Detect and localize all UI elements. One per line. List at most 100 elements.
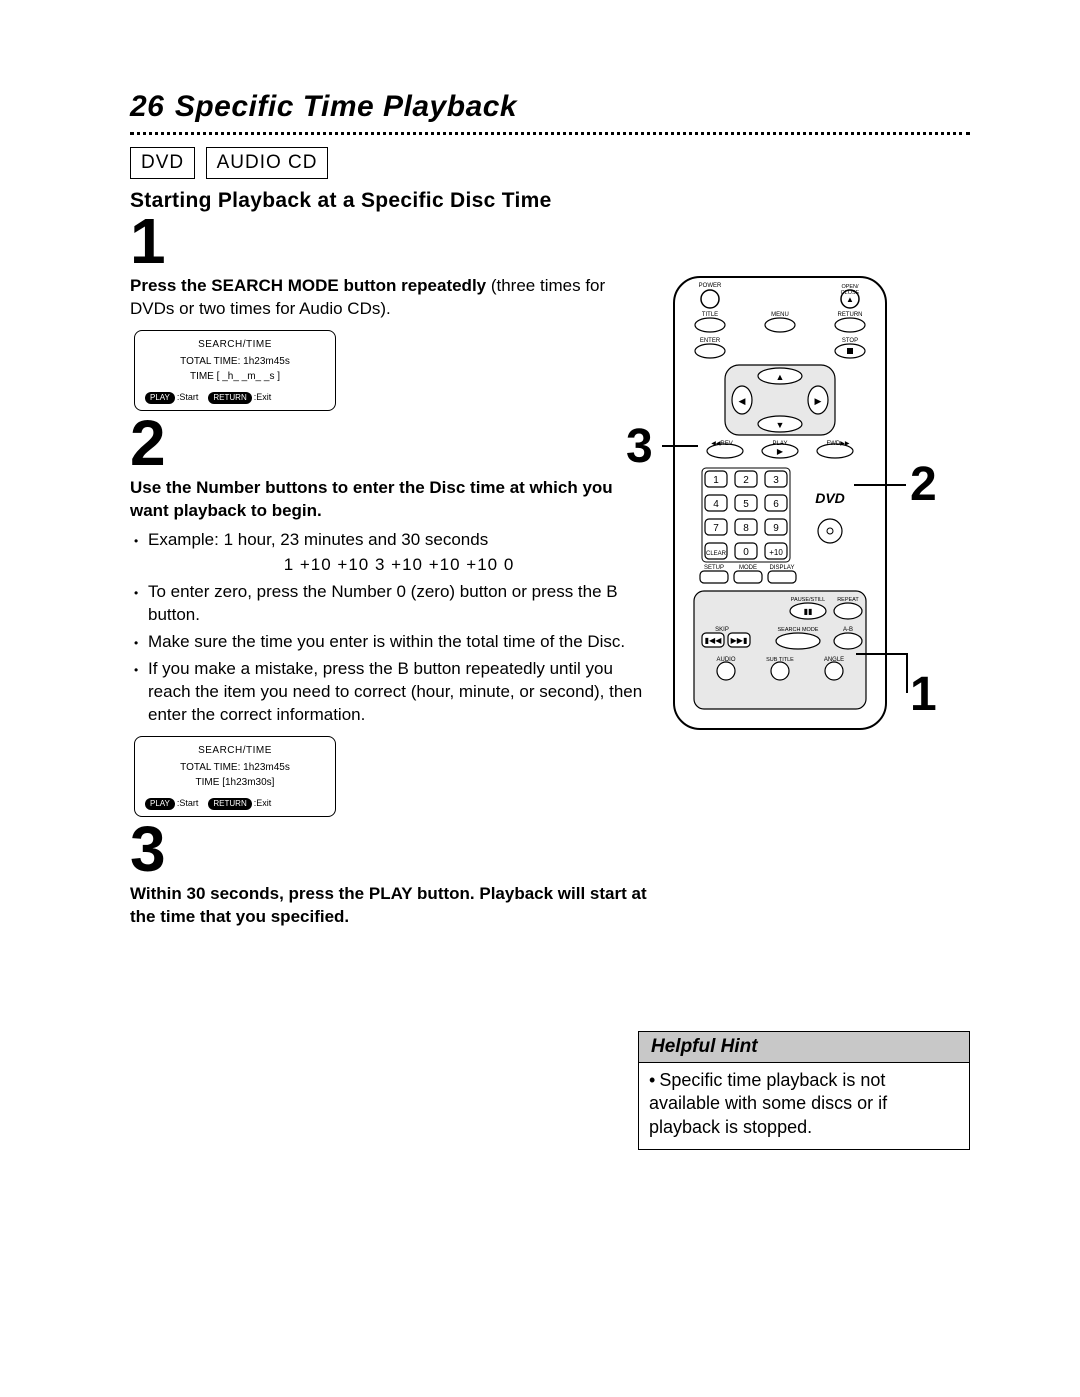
svg-text:2: 2 bbox=[743, 475, 749, 486]
svg-text:7: 7 bbox=[713, 523, 719, 534]
step-3-number: 3 bbox=[130, 821, 650, 879]
label-enter: ENTER bbox=[700, 338, 721, 344]
osd1-return-label: :Exit bbox=[254, 392, 272, 402]
osd1-return-pill: RETURN bbox=[208, 392, 251, 404]
osd2-return-pill: RETURN bbox=[208, 798, 251, 810]
label-angle: ANGLE bbox=[824, 657, 844, 663]
step-2-number: 2 bbox=[130, 415, 650, 473]
svg-text:6: 6 bbox=[773, 499, 779, 510]
manual-page: 26 Specific Time Playback DVD AUDIO CD S… bbox=[0, 0, 1080, 1300]
osd1-play-label: :Start bbox=[177, 392, 199, 402]
svg-text:▶: ▶ bbox=[815, 396, 822, 406]
hint-body: •Specific time playback is not available… bbox=[639, 1063, 969, 1149]
label-search-mode: SEARCH MODE bbox=[778, 627, 819, 633]
osd1-play-pill: PLAY bbox=[145, 392, 175, 404]
callout-1-line-h bbox=[856, 653, 906, 655]
step-2-notes: Example: 1 hour, 23 minutes and 30 secon… bbox=[130, 529, 650, 727]
osd1-footer: PLAY:Start RETURN:Exit bbox=[145, 392, 325, 404]
svg-text:▲: ▲ bbox=[776, 372, 785, 382]
osd2-footer: PLAY:Start RETURN:Exit bbox=[145, 798, 325, 810]
note-mistake: If you make a mistake, press the B butto… bbox=[130, 658, 650, 727]
helpful-hint-box: Helpful Hint •Specific time playback is … bbox=[638, 1031, 970, 1150]
svg-text:▼: ▼ bbox=[776, 420, 785, 430]
osd1-time: TIME [ _h_ _m_ _s ] bbox=[145, 371, 325, 382]
label-setup: SETUP bbox=[704, 565, 724, 571]
label-audio: AUDIO bbox=[716, 657, 735, 663]
step-1-number: 1 bbox=[130, 213, 650, 271]
note-total: Make sure the time you enter is within t… bbox=[130, 631, 650, 654]
callout-1-line-v bbox=[906, 653, 908, 693]
svg-text:◀: ◀ bbox=[739, 396, 746, 406]
title-rule bbox=[130, 132, 970, 135]
hint-title: Helpful Hint bbox=[639, 1032, 969, 1063]
example-label: Example: 1 hour, 23 minutes and 30 secon… bbox=[148, 530, 488, 549]
svg-text:▶▶▮: ▶▶▮ bbox=[731, 636, 748, 645]
label-plus10: +10 bbox=[769, 548, 783, 557]
label-pause: PAUSE/STILL bbox=[791, 597, 825, 603]
osd2-return-label: :Exit bbox=[254, 798, 272, 808]
callout-2: 2 bbox=[910, 457, 937, 512]
svg-text:3: 3 bbox=[773, 475, 779, 486]
svg-text:▲: ▲ bbox=[846, 295, 854, 304]
page-header: 26 Specific Time Playback bbox=[130, 90, 970, 124]
svg-text:9: 9 bbox=[773, 523, 779, 534]
osd2-time: TIME [1h23m30s] bbox=[145, 777, 325, 788]
osd2-total: TOTAL TIME: 1h23m45s bbox=[145, 762, 325, 773]
example-sequence: 1 +10 +10 3 +10 +10 +10 0 bbox=[148, 554, 650, 577]
label-power: POWER bbox=[699, 283, 722, 289]
step-3-lead: Within 30 seconds, press the PLAY button… bbox=[130, 884, 647, 926]
osd1-title: SEARCH/TIME bbox=[145, 339, 325, 350]
steps-column: 1 Press the SEARCH MODE button repeatedl… bbox=[130, 213, 650, 929]
osd-box-1: SEARCH/TIME TOTAL TIME: 1h23m45s TIME [ … bbox=[134, 330, 336, 411]
callout-1: 1 bbox=[910, 667, 937, 722]
note-example: Example: 1 hour, 23 minutes and 30 secon… bbox=[130, 529, 650, 577]
osd2-play-pill: PLAY bbox=[145, 798, 175, 810]
remote-column: 3 2 1 POWER OPEN/ CLOSE ▲ bbox=[670, 213, 890, 738]
label-skip: SKIP bbox=[715, 627, 729, 633]
svg-text:8: 8 bbox=[743, 523, 749, 534]
media-badges: DVD AUDIO CD bbox=[130, 147, 970, 179]
note-zero: To enter zero, press the Number 0 (zero)… bbox=[130, 581, 650, 627]
label-menu: MENU bbox=[771, 312, 789, 318]
svg-text:▮▮: ▮▮ bbox=[804, 607, 813, 616]
osd2-title: SEARCH/TIME bbox=[145, 745, 325, 756]
label-repeat: REPEAT bbox=[837, 597, 859, 603]
section-heading: Starting Playback at a Specific Disc Tim… bbox=[130, 189, 970, 213]
label-rev: ◀◀REV bbox=[711, 441, 733, 447]
label-subtitle: SUB TITLE bbox=[766, 657, 794, 663]
svg-text:5: 5 bbox=[743, 499, 749, 510]
osd1-total: TOTAL TIME: 1h23m45s bbox=[145, 356, 325, 367]
hint-bullet: • bbox=[649, 1070, 655, 1090]
callout-3-line bbox=[662, 445, 698, 447]
label-clear: CLEAR bbox=[706, 551, 727, 557]
badge-dvd: DVD bbox=[130, 147, 195, 179]
step-3-text: Within 30 seconds, press the PLAY button… bbox=[130, 883, 650, 929]
label-title: TITLE bbox=[702, 312, 718, 318]
step-2-text: Use the Number buttons to enter the Disc… bbox=[130, 477, 650, 523]
step-1-text: Press the SEARCH MODE button repeatedly … bbox=[130, 275, 650, 321]
svg-text:1: 1 bbox=[713, 475, 719, 486]
step-2-lead: Use the Number buttons to enter the Disc… bbox=[130, 478, 613, 520]
svg-text:▮◀◀: ▮◀◀ bbox=[705, 636, 723, 645]
label-ab: A-B bbox=[843, 627, 853, 633]
label-stop: STOP bbox=[842, 338, 858, 344]
page-number: 26 bbox=[130, 90, 164, 123]
badge-audio-cd: AUDIO CD bbox=[206, 147, 329, 179]
label-return: RETURN bbox=[838, 312, 863, 318]
page-title: Specific Time Playback bbox=[175, 90, 517, 123]
dvd-logo: DVD bbox=[815, 490, 845, 506]
remote-diagram: POWER OPEN/ CLOSE ▲ TITLE MENU RETURN bbox=[670, 273, 890, 733]
svg-text:0: 0 bbox=[743, 547, 749, 558]
callout-3: 3 bbox=[626, 419, 653, 474]
osd2-play-label: :Start bbox=[177, 798, 199, 808]
svg-text:4: 4 bbox=[713, 499, 719, 510]
osd-box-2: SEARCH/TIME TOTAL TIME: 1h23m45s TIME [1… bbox=[134, 736, 336, 817]
svg-text:▶: ▶ bbox=[777, 447, 784, 456]
label-fwd: FWD▶▶ bbox=[827, 441, 850, 447]
label-mode: MODE bbox=[739, 565, 757, 571]
label-display: DISPLAY bbox=[770, 565, 795, 571]
hint-text: Specific time playback is not available … bbox=[649, 1070, 887, 1137]
remote-wrap: 3 2 1 POWER OPEN/ CLOSE ▲ bbox=[670, 273, 890, 738]
callout-2-line bbox=[854, 484, 906, 486]
step-1-lead-bold: Press the SEARCH MODE button repeatedly bbox=[130, 276, 486, 295]
